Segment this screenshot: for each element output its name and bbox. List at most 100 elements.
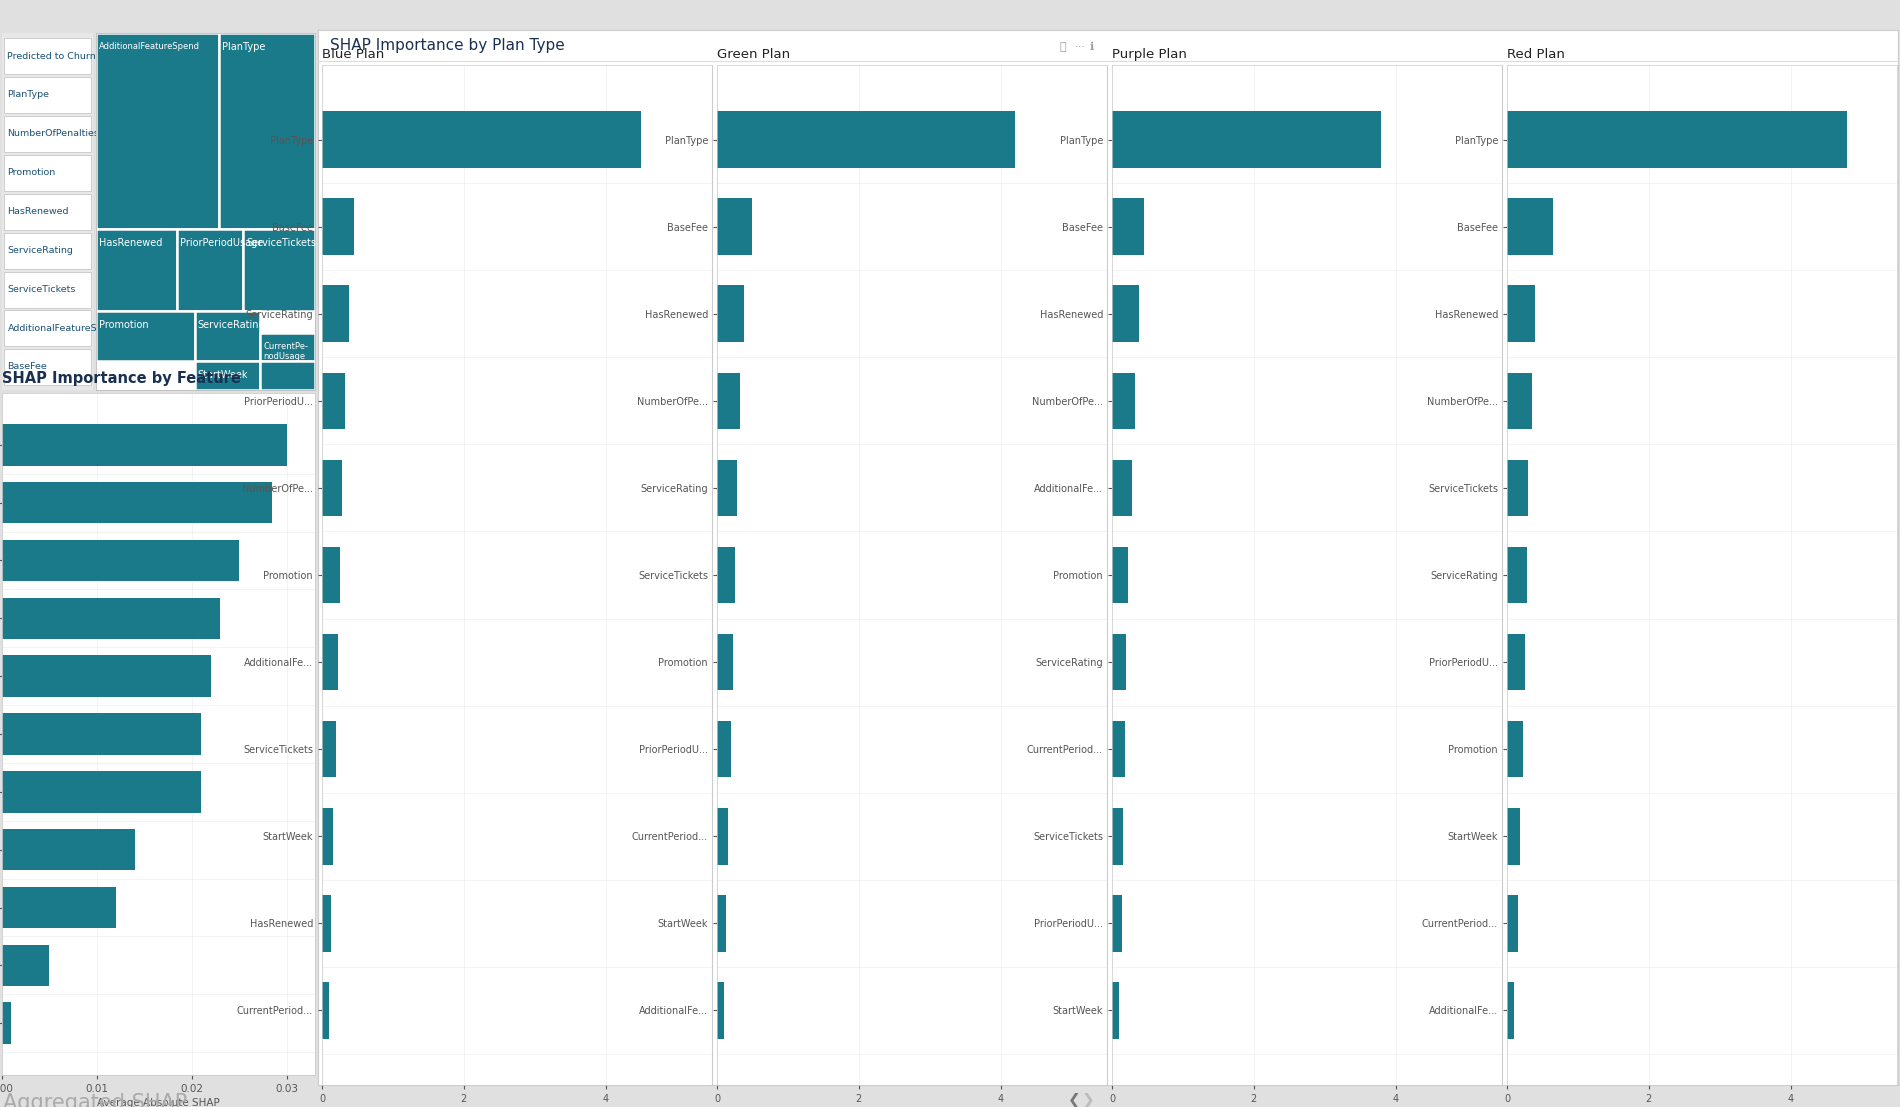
Text: ServiceRating: ServiceRating xyxy=(8,246,74,255)
Text: ServiceTickets: ServiceTickets xyxy=(8,284,76,293)
Bar xyxy=(321,459,342,516)
X-axis label: Average Absolute SHAP: Average Absolute SHAP xyxy=(97,1098,220,1107)
Bar xyxy=(716,721,732,777)
Bar xyxy=(321,982,329,1038)
Text: ServiceRating: ServiceRating xyxy=(198,320,266,330)
Text: HasRenewed: HasRenewed xyxy=(8,207,68,216)
Bar xyxy=(1507,634,1524,691)
Bar xyxy=(97,229,177,311)
Text: Promotion: Promotion xyxy=(99,320,148,330)
Bar xyxy=(2,540,239,581)
Bar xyxy=(97,311,194,362)
Bar xyxy=(1112,808,1123,865)
Bar xyxy=(321,547,340,603)
Bar xyxy=(2,944,49,986)
Bar xyxy=(716,373,739,430)
Bar xyxy=(2,424,287,466)
Text: NumberOfPenalties: NumberOfPenalties xyxy=(8,130,99,138)
Text: ServiceTickets: ServiceTickets xyxy=(245,238,315,248)
Bar xyxy=(321,198,353,255)
FancyBboxPatch shape xyxy=(4,116,91,152)
Bar xyxy=(1112,547,1127,603)
Bar xyxy=(2,655,211,697)
FancyBboxPatch shape xyxy=(4,271,91,308)
FancyBboxPatch shape xyxy=(4,194,91,230)
Text: ℹ: ℹ xyxy=(1091,42,1094,52)
Bar xyxy=(716,459,737,516)
FancyBboxPatch shape xyxy=(4,232,91,269)
FancyBboxPatch shape xyxy=(4,310,91,346)
FancyBboxPatch shape xyxy=(4,77,91,113)
Text: ❮: ❮ xyxy=(1068,1093,1081,1107)
Bar xyxy=(716,198,752,255)
Text: AdditionalFeatureSpend: AdditionalFeatureSpend xyxy=(99,42,200,51)
Bar xyxy=(1112,982,1119,1038)
Text: SHAP Importance by Plan Type: SHAP Importance by Plan Type xyxy=(331,38,564,53)
Bar xyxy=(2,1002,11,1044)
Bar xyxy=(194,311,260,362)
Bar xyxy=(1507,286,1535,342)
Text: PriorPeriodUsage: PriorPeriodUsage xyxy=(180,238,264,248)
Text: Predicted to Churn: Predicted to Churn xyxy=(8,52,97,61)
Text: CurrentPe-
nodUsage: CurrentPe- nodUsage xyxy=(264,342,308,361)
Bar xyxy=(1112,459,1132,516)
Bar xyxy=(321,721,336,777)
Text: Green Plan: Green Plan xyxy=(716,48,790,61)
Text: Aggregated SHAP: Aggregated SHAP xyxy=(4,1093,188,1107)
FancyBboxPatch shape xyxy=(4,350,91,385)
Bar xyxy=(321,634,338,691)
FancyBboxPatch shape xyxy=(4,39,91,74)
Text: AdditionalFeatureSp...: AdditionalFeatureSp... xyxy=(8,323,112,332)
Bar xyxy=(1507,894,1518,952)
Bar xyxy=(218,33,315,229)
Text: ❯: ❯ xyxy=(1081,1093,1094,1107)
Text: PlanType: PlanType xyxy=(222,42,266,52)
Text: PlanType: PlanType xyxy=(8,91,49,100)
Bar xyxy=(1112,198,1144,255)
Bar xyxy=(716,112,1015,168)
Bar xyxy=(2,482,272,524)
Text: Purple Plan: Purple Plan xyxy=(1112,48,1188,61)
Bar xyxy=(716,286,745,342)
Bar xyxy=(1507,808,1520,865)
Bar xyxy=(1112,894,1121,952)
Bar xyxy=(716,547,735,603)
Bar xyxy=(1507,373,1531,430)
Bar xyxy=(716,808,728,865)
Bar xyxy=(1507,721,1522,777)
FancyBboxPatch shape xyxy=(4,155,91,192)
Text: Blue Plan: Blue Plan xyxy=(321,48,384,61)
Bar xyxy=(1507,547,1528,603)
Bar xyxy=(1507,198,1552,255)
Bar xyxy=(260,333,315,362)
Bar xyxy=(1112,721,1125,777)
Bar xyxy=(1112,112,1381,168)
Bar xyxy=(2,770,201,813)
Bar xyxy=(1507,982,1514,1038)
Bar xyxy=(1112,634,1127,691)
Bar xyxy=(2,829,135,870)
Bar xyxy=(716,894,726,952)
Bar xyxy=(321,894,331,952)
Bar xyxy=(1112,286,1138,342)
Bar xyxy=(177,229,243,311)
Text: BaseFee: BaseFee xyxy=(8,362,48,372)
Bar xyxy=(2,713,201,755)
Bar xyxy=(1112,373,1134,430)
Bar xyxy=(243,229,315,311)
Bar xyxy=(1507,112,1847,168)
Bar xyxy=(260,362,315,390)
Bar xyxy=(2,887,116,929)
Bar xyxy=(321,286,350,342)
Bar xyxy=(2,598,220,639)
Text: StartWeek: StartWeek xyxy=(198,371,249,381)
Bar xyxy=(716,982,724,1038)
Bar xyxy=(194,362,260,390)
Bar xyxy=(321,112,640,168)
Text: Promotion: Promotion xyxy=(8,168,55,177)
Bar xyxy=(97,33,218,229)
Bar xyxy=(321,373,344,430)
Text: HasRenewed: HasRenewed xyxy=(99,238,163,248)
Bar xyxy=(716,634,733,691)
Text: SHAP Importance by Feature: SHAP Importance by Feature xyxy=(2,371,241,386)
